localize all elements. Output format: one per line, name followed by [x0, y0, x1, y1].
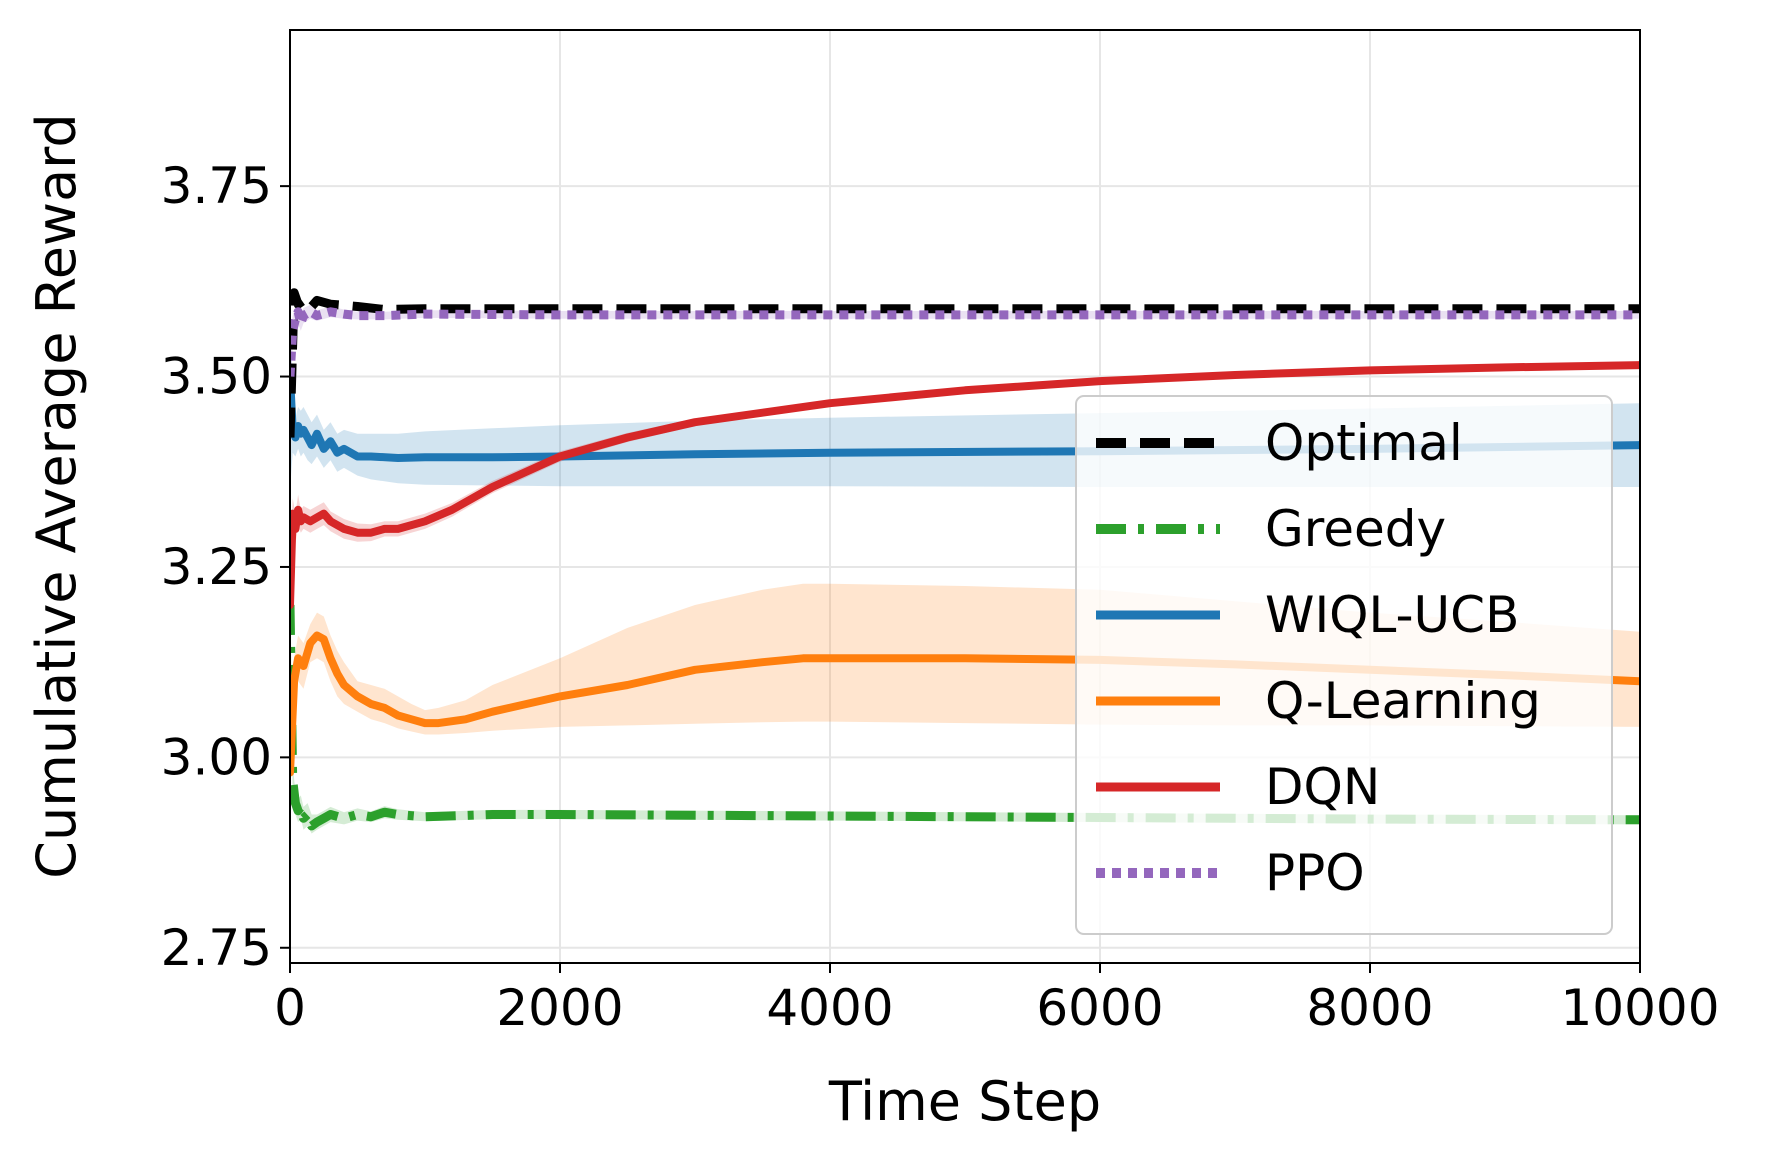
legend-item-optimal: Optimal: [1096, 414, 1463, 472]
x-tick-label: 6000: [1036, 979, 1163, 1037]
line-optimal: [290, 288, 1640, 438]
legend-item-dqn: DQN: [1096, 758, 1380, 816]
legend: Optimal Greedy WIQL-UCB Q-Learning DQN PPO: [1075, 395, 1613, 935]
x-tick-label: 2000: [496, 979, 623, 1037]
plot-frame: [289, 29, 1641, 964]
legend-label-greedy: Greedy: [1265, 500, 1446, 558]
y-tick-label: 3.25: [161, 538, 272, 596]
y-tick-label: 3.75: [161, 157, 272, 215]
legend-item-q-learning: Q-Learning: [1096, 672, 1541, 730]
y-tick-label: 3.50: [161, 348, 272, 406]
y-axis-label: Cumulative Average Reward: [25, 113, 88, 878]
legend-item-wiql-ucb: WIQL-UCB: [1096, 586, 1519, 644]
x-tick-label: 8000: [1306, 979, 1433, 1037]
x-axis-ticks: 0 2000 4000 6000 8000 10000: [274, 963, 1720, 1037]
x-tick-label: 10000: [1560, 979, 1719, 1037]
legend-item-ppo: PPO: [1096, 844, 1365, 902]
legend-label-optimal: Optimal: [1265, 414, 1463, 472]
legend-box: [1075, 395, 1613, 935]
grid: [289, 30, 1641, 963]
y-axis-ticks: 2.75 3.00 3.25 3.50 3.75: [161, 157, 290, 977]
line-dqn: [290, 361, 1640, 609]
y-tick-label: 2.75: [161, 919, 272, 977]
legend-label-ppo: PPO: [1265, 844, 1365, 902]
line-wiql-ucb: [290, 372, 1640, 462]
x-tick-label: 0: [274, 979, 306, 1037]
legend-label-q-learning: Q-Learning: [1265, 672, 1541, 730]
x-axis-label: Time Step: [828, 1070, 1101, 1133]
y-tick-label: 3.00: [161, 728, 272, 786]
line-greedy: [290, 604, 1640, 831]
legend-label-dqn: DQN: [1265, 758, 1380, 816]
legend-label-wiql-ucb: WIQL-UCB: [1265, 586, 1519, 644]
series-lines: [290, 288, 1640, 831]
legend-item-greedy: Greedy: [1096, 500, 1446, 558]
line-ppo: [290, 307, 1640, 377]
x-tick-label: 4000: [766, 979, 893, 1037]
line-q-learning: [290, 631, 1640, 777]
